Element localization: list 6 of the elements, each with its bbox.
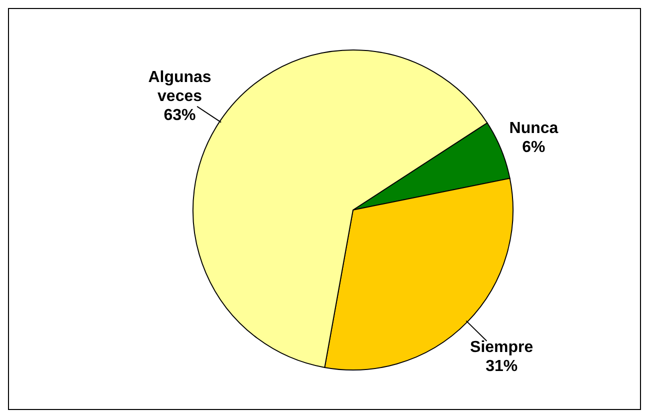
data-label: 63% (164, 106, 196, 124)
data-label: 6% (522, 138, 546, 156)
slice-label: Nunca (509, 120, 558, 137)
data-label: 31% (486, 358, 518, 376)
slice-label: Algunas veces (148, 68, 212, 105)
slice-label: Siempre (470, 339, 534, 356)
